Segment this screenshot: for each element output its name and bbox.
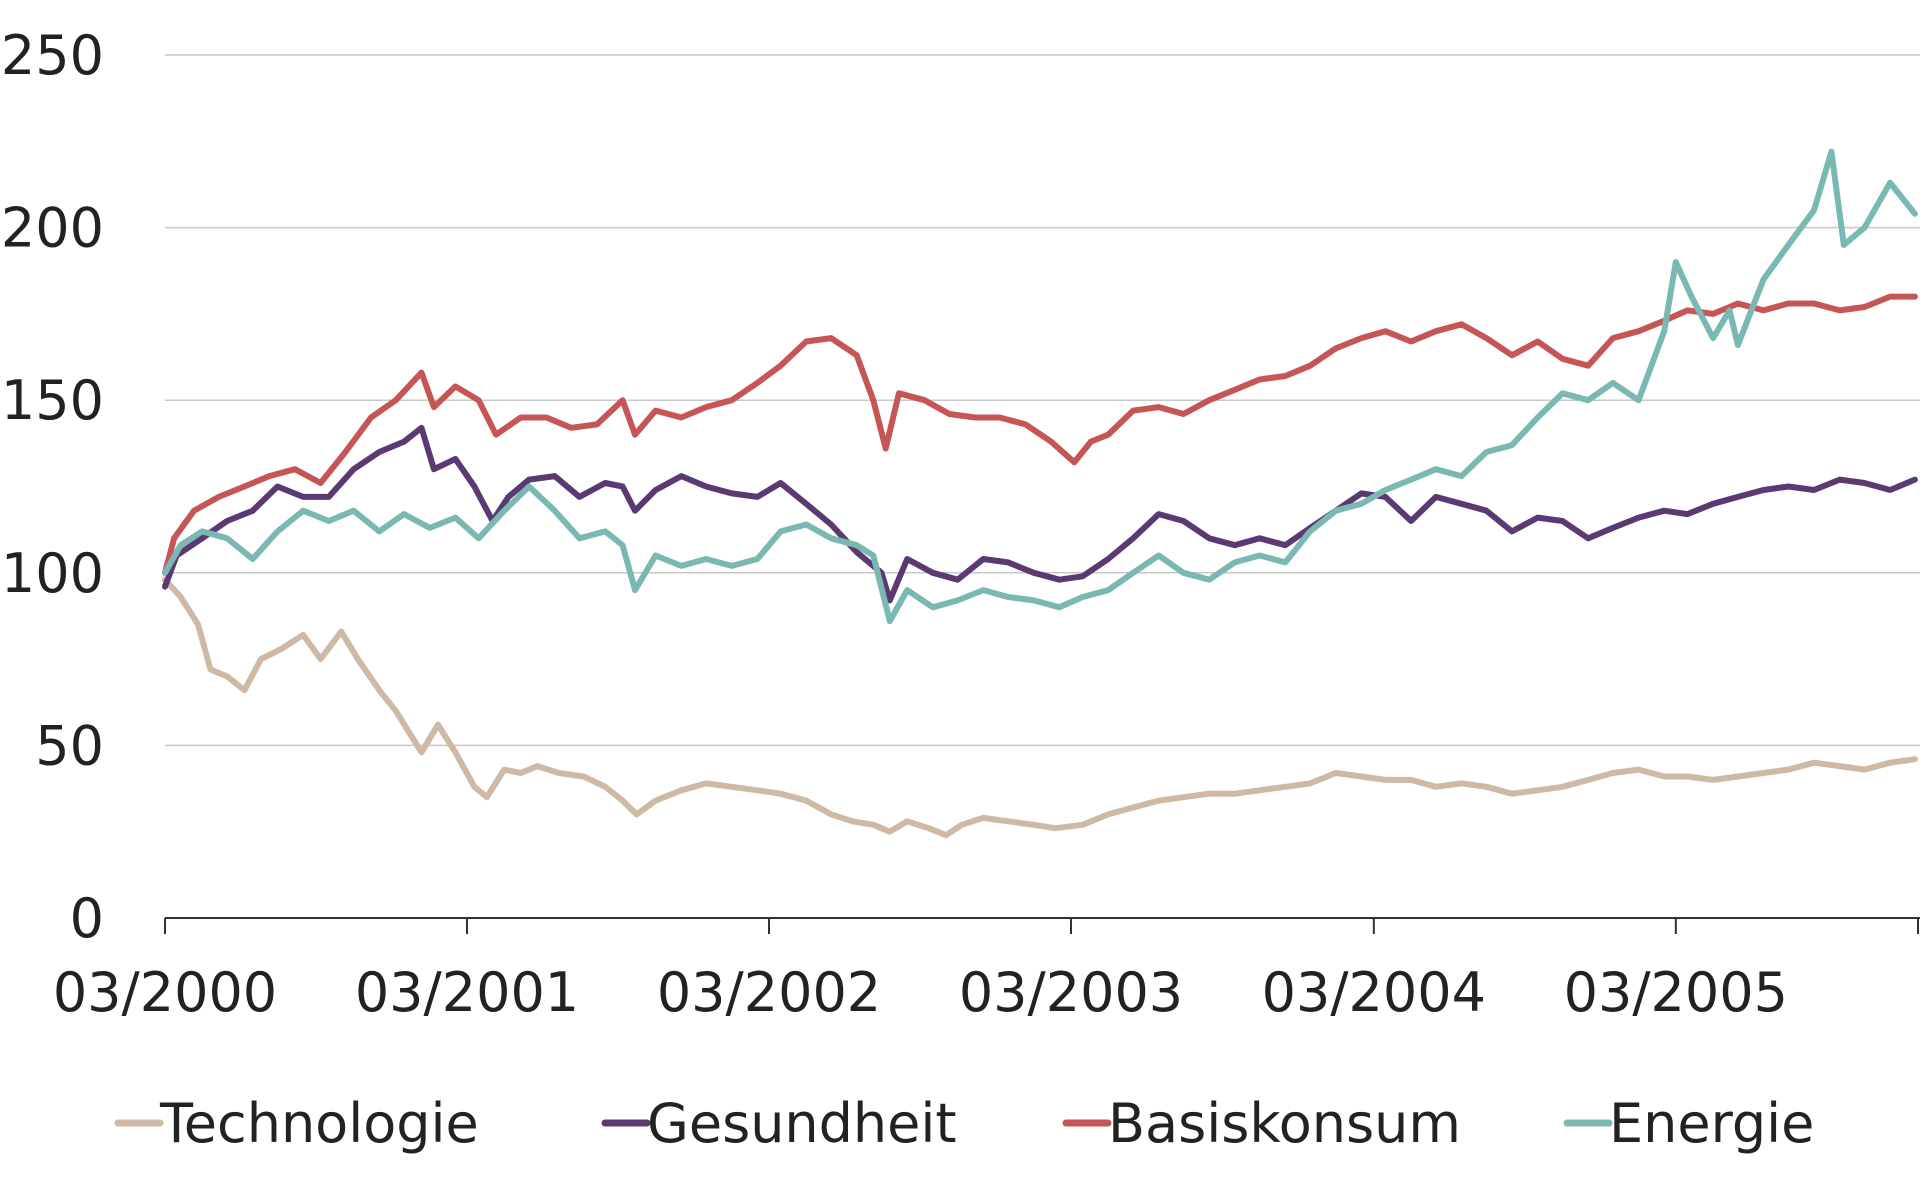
y-tick-label: 250: [1, 24, 104, 87]
x-tick-label: 03/2000: [53, 961, 277, 1024]
y-tick-label: 100: [1, 542, 104, 605]
legend-label-technologie: Technologie: [159, 1092, 479, 1155]
y-tick-label: 200: [1, 197, 104, 260]
x-tick-label: 03/2003: [959, 961, 1183, 1024]
y-axis-labels: 0 50 100 150 200 250: [1, 24, 104, 950]
series-line-energie: [162, 148, 1918, 625]
x-tick-label: 03/2004: [1262, 961, 1486, 1024]
series-lines: [162, 148, 1918, 839]
grid-lines: [165, 54, 1920, 747]
legend-label-basiskonsum: Basiskonsum: [1108, 1092, 1461, 1155]
legend-label-energie: Energie: [1609, 1092, 1814, 1155]
series-line-gesundheit: [162, 424, 1918, 604]
x-tick-label: 03/2001: [355, 961, 579, 1024]
y-tick-label: 150: [1, 369, 104, 432]
x-tick-label: 03/2002: [657, 961, 881, 1024]
x-axis-labels: 03/2000 03/2001 03/2002 03/2003 03/2004 03/20…: [53, 961, 1788, 1024]
y-tick-label: 0: [70, 887, 104, 950]
legend-label-gesundheit: Gesundheit: [647, 1092, 957, 1155]
x-tick-label: 03/2005: [1564, 961, 1788, 1024]
legend: Technologie Gesundheit Basiskonsum Energie: [114, 1092, 1814, 1155]
x-axis-ticks: [164, 918, 1919, 934]
series-line-technologie: [162, 576, 1918, 839]
y-tick-label: 50: [35, 714, 104, 777]
series-line-basiskonsum: [162, 293, 1918, 576]
